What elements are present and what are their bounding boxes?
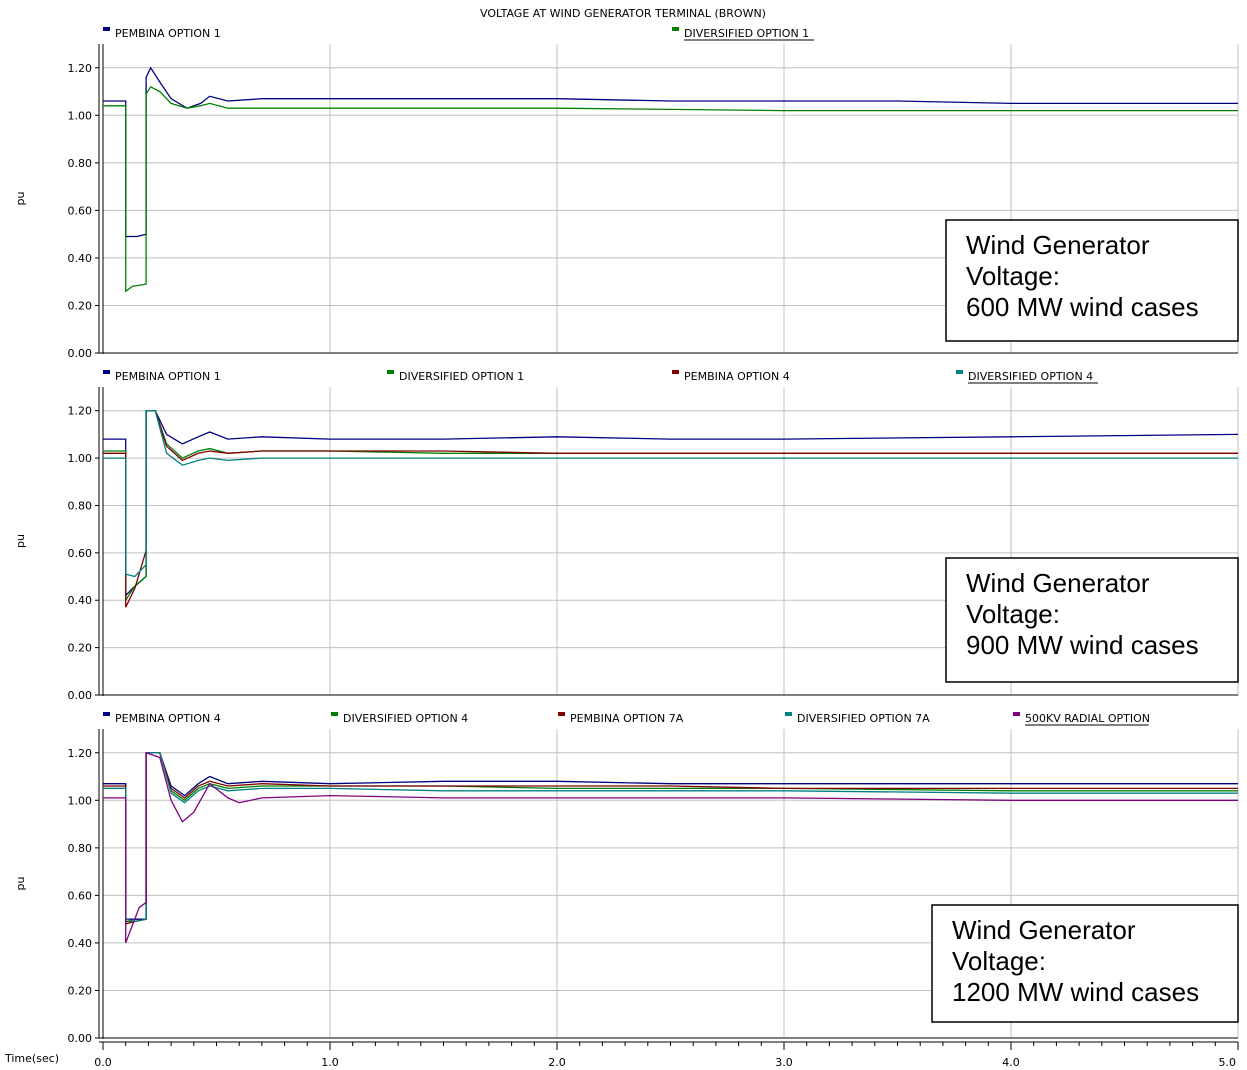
y-tick-label: 0.20 (68, 984, 93, 997)
panel-2: 0.00 0.20 0.40 0.60 0.80 1.00 1.20 pu PEMBINA OP… (14, 370, 1239, 702)
y-tick-label: 0.00 (68, 1032, 93, 1045)
y-tick-label: 0.80 (68, 157, 93, 170)
series-line-2 (103, 85, 1238, 293)
legend-item: PEMBINA OPTION 1 (115, 27, 221, 40)
y-axis-label: pu (14, 534, 27, 548)
panel-3: 0.00 0.20 0.40 0.60 0.80 1.00 1.20 pu PEMBINA OP… (14, 712, 1239, 1045)
y-tick-label: 0.40 (68, 937, 93, 950)
x-tick-label: 5.0 (1219, 1056, 1237, 1069)
legend-item: PEMBINA OPTION 4 (115, 712, 221, 725)
y-tick-label: 0.40 (68, 594, 93, 607)
legend-swatch (672, 27, 679, 31)
annotation-line: Voltage: (952, 946, 1046, 976)
legend-swatch (103, 370, 110, 374)
series-line-4 (103, 752, 1238, 923)
x-tick-label: 4.0 (1002, 1056, 1020, 1069)
y-tick-label: 0.00 (68, 689, 93, 702)
legend-swatch (672, 370, 679, 374)
legend-item: DIVERSIFIED OPTION 4 (968, 370, 1093, 383)
y-tick-label: 1.00 (68, 452, 93, 465)
annotation-line: Voltage: (966, 261, 1060, 291)
y-tick-label: 1.00 (68, 109, 93, 122)
annotation-line: 1200 MW wind cases (952, 977, 1199, 1007)
y-tick-label: 0.60 (68, 889, 93, 902)
series-line-1 (103, 752, 1238, 920)
y-tick-label: 0.60 (68, 547, 93, 560)
panel-1: 0.00 0.20 0.40 0.60 0.80 1.00 1.20 pu PEMBINA OP… (14, 27, 1239, 360)
annotation-line: Wind Generator (952, 915, 1136, 945)
legend-item: PEMBINA OPTION 7A (570, 712, 684, 725)
legend-swatch (331, 712, 338, 716)
x-tick-label: 0.0 (94, 1056, 112, 1069)
series-line-3 (103, 752, 1238, 925)
annotation-frame (931, 904, 1239, 1023)
legend: PEMBINA OPTION 1 DIVERSIFIED OPTION 1 (103, 27, 814, 41)
annotation-line: Wind Generator (966, 230, 1150, 260)
legend-swatch (103, 27, 110, 31)
legend-swatch (785, 712, 792, 716)
y-tick-label: 1.20 (68, 405, 93, 418)
series-line-4 (103, 410, 1238, 578)
grid (103, 44, 1239, 353)
y-tick-label: 0.40 (68, 252, 93, 265)
series-line-5 (103, 751, 1238, 944)
y-tick-label: 1.20 (68, 747, 93, 760)
legend-item: PEMBINA OPTION 1 (115, 370, 221, 383)
legend-swatch (956, 370, 963, 374)
x-tick-label: 2.0 (548, 1056, 566, 1069)
legend-swatch (387, 370, 394, 374)
series-lines (103, 751, 1238, 944)
annotation-line: Wind Generator (966, 568, 1150, 598)
y-tick-label: 1.20 (68, 62, 93, 75)
shared-x-axis: Time(sec) 0.0 1.0 2.0 3.0 4.0 5.0 (4, 1041, 1239, 1069)
series-line-1 (103, 66, 1238, 238)
y-tick-label: 0.20 (68, 299, 93, 312)
x-axis-label: Time(sec) (4, 1052, 59, 1065)
y-tick-label: 0.80 (68, 842, 93, 855)
legend-item: DIVERSIFIED OPTION 1 (684, 27, 809, 40)
legend-swatch (1013, 712, 1020, 716)
legend: PEMBINA OPTION 4 DIVERSIFIED OPTION 4 PEMB… (103, 712, 1150, 726)
annotation-frame (945, 557, 1239, 683)
chart-title: VOLTAGE AT WIND GENERATOR TERMINAL (BROW… (480, 7, 766, 20)
legend-item: 500KV RADIAL OPTION (1025, 712, 1150, 725)
series-lines (103, 410, 1239, 608)
y-tick-label: 0.00 (68, 347, 93, 360)
legend-item: DIVERSIFIED OPTION 4 (343, 712, 468, 725)
legend-item: DIVERSIFIED OPTION 7A (797, 712, 930, 725)
x-tick-label: 1.0 (321, 1056, 339, 1069)
legend-item: PEMBINA OPTION 4 (684, 370, 790, 383)
chart-panels: 0.00 0.20 0.40 0.60 0.80 1.00 1.20 pu PEMBINA OP… (14, 27, 1239, 1045)
series-line-2 (103, 752, 1238, 923)
y-tick-label: 1.00 (68, 794, 93, 807)
annotation-frame (945, 219, 1239, 342)
y-tick-label: 0.80 (68, 499, 93, 512)
legend-swatch (558, 712, 565, 716)
x-tick-label: 3.0 (775, 1056, 793, 1069)
annotation-line: 900 MW wind cases (966, 630, 1199, 660)
series-line-3 (103, 410, 1238, 608)
legend: PEMBINA OPTION 1 DIVERSIFIED OPTION 1 PEMB… (103, 370, 1098, 384)
y-tick-label: 0.20 (68, 642, 93, 655)
legend-item: DIVERSIFIED OPTION 1 (399, 370, 524, 383)
annotation-line: Voltage: (966, 599, 1060, 629)
series-lines (103, 66, 1238, 293)
legend-swatch (103, 712, 110, 716)
y-axis-label: pu (14, 877, 27, 891)
annotation-line: 600 MW wind cases (966, 292, 1199, 322)
y-axis-label: pu (14, 192, 27, 206)
y-tick-label: 0.60 (68, 204, 93, 217)
